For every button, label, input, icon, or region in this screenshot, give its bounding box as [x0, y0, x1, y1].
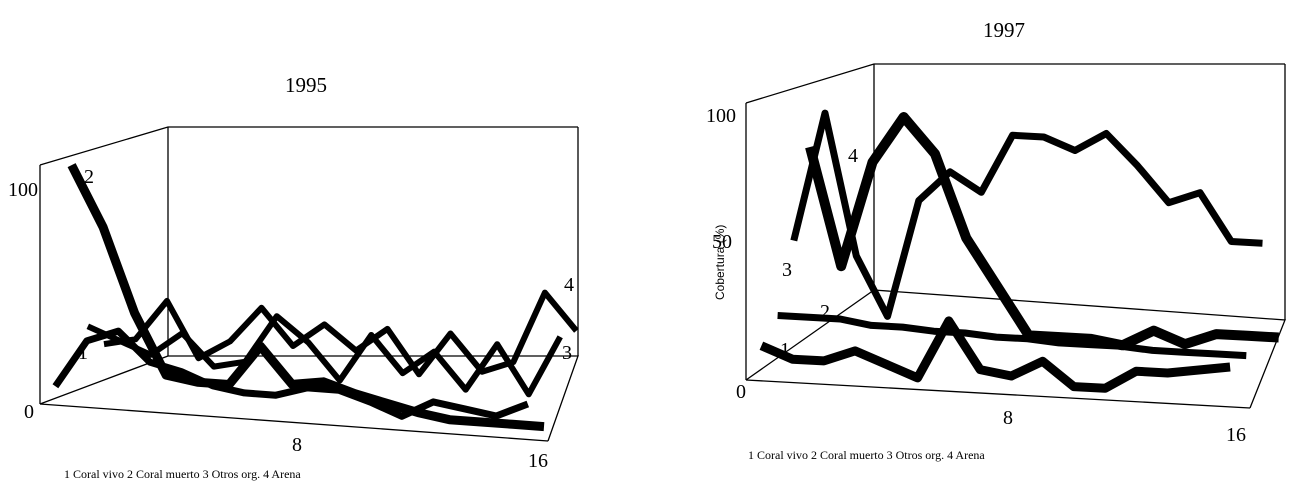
back-top-edge-1995: [39, 126, 578, 166]
series-group-1995: [52, 163, 579, 432]
series-line-1-1997: [759, 316, 1231, 393]
chart-1995: 1995 100 0 8 16 1 2 3 4 1 Coral vivo 2 C…: [8, 73, 579, 481]
y-tick-0-1997: 0: [736, 381, 746, 403]
series-line-4-1997: [805, 112, 1279, 351]
y-axis-label-1997: Cobertura (%): [713, 225, 727, 300]
y-tick-0-1995: 0: [24, 401, 34, 423]
series-label-1-1995: 1: [78, 342, 88, 364]
y-tick-100-1995: 100: [8, 179, 38, 201]
series-line-4-1995: [103, 289, 579, 378]
x-tick-16-1997: 16: [1226, 424, 1246, 446]
x-tick-8-1997: 8: [1003, 407, 1013, 429]
front-x-axis-1995: [39, 403, 549, 442]
series-line-3-1995: [86, 313, 563, 398]
plot-box-1995: [39, 126, 579, 442]
y-tick-50-1997: 50: [712, 231, 732, 253]
chart-1997: 1997 100 50 0 8 16 Cobertura (%) 1 2 3 4…: [706, 18, 1286, 462]
x-tick-8-1995: 8: [292, 434, 302, 456]
floor-left-edge-1997: [745, 289, 875, 381]
back-top-edge-1997: [745, 63, 1285, 104]
front-x-axis-1997: [745, 379, 1251, 409]
series-label-2-1995: 2: [84, 166, 94, 188]
x-tick-16-1995: 16: [528, 450, 548, 472]
series-label-4-1997: 4: [848, 145, 858, 167]
series-label-4-1995: 4: [564, 274, 574, 296]
series-line-2-1995: [67, 163, 545, 432]
legend-1995: 1 Coral vivo 2 Coral muerto 3 Otros org.…: [64, 467, 301, 481]
chart-title-1997: 1997: [983, 18, 1025, 42]
series-line-1-1995: [52, 327, 530, 420]
series-label-1-1997: 1: [780, 339, 790, 361]
series-line-3-1997: [790, 109, 1263, 320]
series-label-3-1997: 3: [782, 259, 792, 281]
floor-left-edge-1995: [39, 355, 169, 405]
series-line-2-1997: [777, 312, 1247, 360]
chart-title-1995: 1995: [285, 73, 327, 97]
floor-back-edge-1995: [168, 355, 579, 442]
legend-1997: 1 Coral vivo 2 Coral muerto 3 Otros org.…: [748, 448, 985, 462]
series-group-1997: [759, 109, 1279, 393]
y-tick-100-1997: 100: [706, 105, 736, 127]
plot-box-1997: [745, 63, 1286, 409]
series-label-2-1997: 2: [820, 301, 830, 323]
series-label-3-1995: 3: [562, 342, 572, 364]
